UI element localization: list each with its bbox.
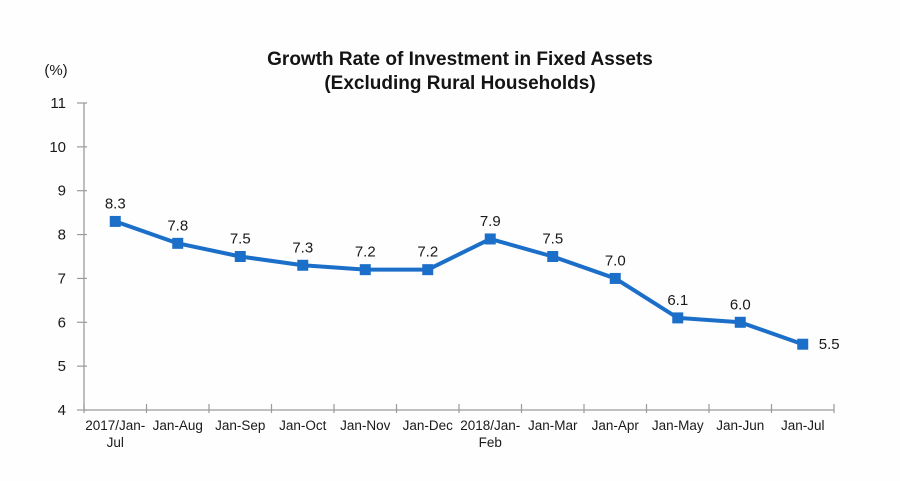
x-axis-category-label: 2018/Jan-Feb: [460, 418, 520, 450]
data-point-label: 7.8: [167, 217, 188, 234]
y-axis-tick-label: 10: [49, 139, 66, 156]
data-point-marker: [672, 312, 684, 324]
data-point-marker: [609, 272, 621, 284]
data-point-label: 8.3: [105, 195, 126, 212]
x-axis-category-label: Jan-Jun: [716, 418, 764, 433]
data-point-marker: [359, 264, 371, 276]
y-axis-tick-label: 7: [58, 270, 66, 287]
x-axis-category-label: Jan-Jul: [781, 418, 825, 433]
data-point-marker: [172, 237, 184, 249]
data-point-label: 7.2: [417, 244, 438, 261]
x-axis-category-label: Jan-Oct: [279, 418, 327, 433]
y-axis-unit-label: (%): [44, 62, 68, 79]
data-point-marker: [234, 251, 246, 262]
data-point-label: 7.9: [480, 213, 501, 230]
data-point-marker: [734, 316, 746, 328]
data-point-label: 7.5: [542, 231, 563, 248]
x-axis-category-label: Jan-Mar: [528, 418, 578, 433]
x-axis-category-label: Jan-Aug: [153, 418, 203, 433]
chart-title-line1: Growth Rate of Investment in Fixed Asset…: [267, 49, 653, 70]
y-axis-tick-label: 9: [58, 183, 66, 200]
data-point-label: 7.0: [605, 252, 626, 269]
data-point-marker: [547, 251, 559, 262]
data-line: [113, 219, 805, 347]
data-point-label: 7.3: [292, 239, 313, 256]
chart-title: Growth Rate of Investment in Fixed Asset…: [60, 48, 860, 96]
y-axis-tick-label: 6: [58, 314, 66, 331]
data-point-marker: [422, 264, 434, 276]
chart-title-line2: (Excluding Rural Households): [324, 73, 596, 94]
data-point-label: 5.5: [819, 336, 840, 353]
data-point-label: 7.2: [355, 244, 376, 261]
y-axis-tick-label: 5: [58, 358, 66, 375]
data-point-label: 6.1: [667, 292, 688, 309]
y-axis-tick-label: 4: [58, 402, 66, 419]
data-point-marker: [109, 215, 121, 227]
y-axis-tick-label: 11: [50, 95, 66, 112]
x-axis-category-label: Jan-May: [652, 418, 704, 433]
x-axis-category-label: Jan-Sep: [215, 418, 265, 433]
data-point-marker: [797, 338, 809, 350]
data-point-marker: [484, 233, 496, 245]
x-axis-category-label: Jan-Dec: [403, 418, 454, 433]
x-axis-category-label: Jan-Nov: [340, 418, 391, 433]
x-axis-category-label: Jan-Apr: [592, 418, 640, 433]
y-axis-tick-label: 8: [58, 227, 66, 244]
x-axis-category-label: 2017/Jan-Jul: [85, 418, 145, 450]
data-point-label: 6.0: [730, 296, 751, 313]
data-point-label: 7.5: [230, 231, 251, 248]
data-point-marker: [297, 259, 309, 271]
